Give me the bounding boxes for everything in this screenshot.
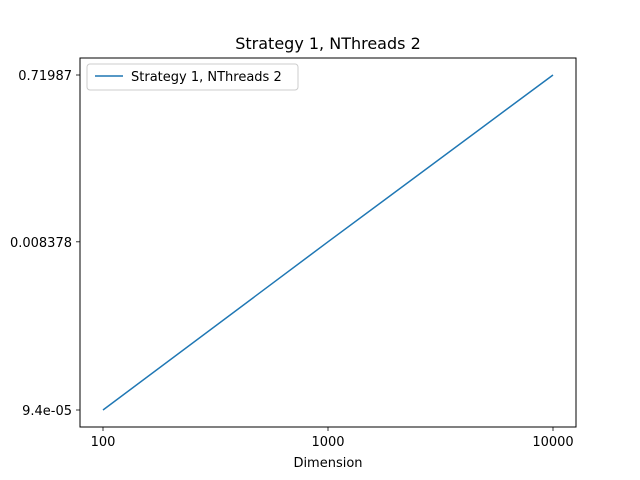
y-tick-label: 0.008378 — [10, 236, 72, 251]
chart-title: Strategy 1, NThreads 2 — [235, 34, 421, 53]
y-axis-ticks: 9.4e-05 0.008378 0.71987 — [10, 69, 80, 419]
x-axis-label: Dimension — [293, 456, 362, 471]
x-axis-ticks: 100 1000 10000 — [91, 427, 574, 450]
legend: Strategy 1, NThreads 2 — [86, 63, 299, 91]
x-tick-label: 10000 — [532, 435, 573, 450]
x-tick-label: 1000 — [311, 435, 344, 450]
legend-box — [86, 63, 299, 91]
legend-label: Strategy 1, NThreads 2 — [131, 70, 282, 85]
series-layer — [102, 74, 554, 411]
series-line — [102, 74, 554, 411]
y-tick-label: 0.71987 — [18, 69, 72, 84]
y-tick-label: 9.4e-05 — [22, 404, 72, 419]
x-tick-label: 100 — [91, 435, 116, 450]
